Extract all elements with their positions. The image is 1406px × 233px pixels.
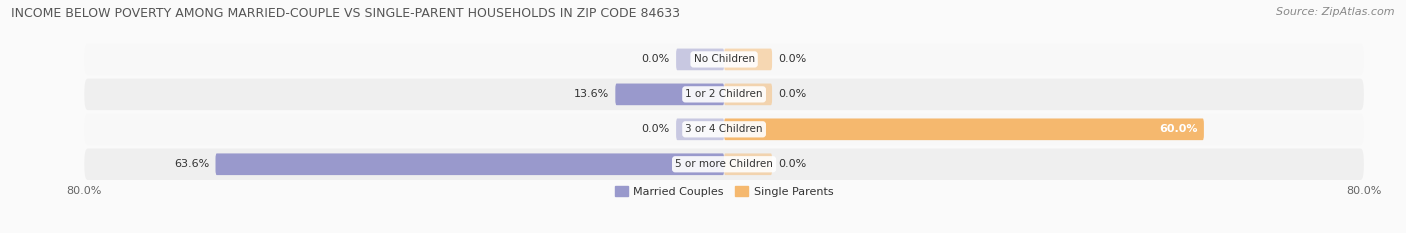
Text: 3 or 4 Children: 3 or 4 Children bbox=[685, 124, 763, 134]
Text: INCOME BELOW POVERTY AMONG MARRIED-COUPLE VS SINGLE-PARENT HOUSEHOLDS IN ZIP COD: INCOME BELOW POVERTY AMONG MARRIED-COUPL… bbox=[11, 7, 681, 20]
FancyBboxPatch shape bbox=[84, 44, 1364, 75]
FancyBboxPatch shape bbox=[676, 49, 724, 70]
Text: 63.6%: 63.6% bbox=[174, 159, 209, 169]
FancyBboxPatch shape bbox=[84, 149, 1364, 180]
Text: 0.0%: 0.0% bbox=[779, 89, 807, 99]
Text: 13.6%: 13.6% bbox=[574, 89, 609, 99]
Text: 0.0%: 0.0% bbox=[779, 159, 807, 169]
Text: 60.0%: 60.0% bbox=[1159, 124, 1198, 134]
FancyBboxPatch shape bbox=[616, 84, 724, 105]
FancyBboxPatch shape bbox=[84, 79, 1364, 110]
Text: 0.0%: 0.0% bbox=[641, 55, 669, 64]
Text: Source: ZipAtlas.com: Source: ZipAtlas.com bbox=[1277, 7, 1395, 17]
FancyBboxPatch shape bbox=[724, 154, 772, 175]
FancyBboxPatch shape bbox=[724, 118, 1204, 140]
Text: 5 or more Children: 5 or more Children bbox=[675, 159, 773, 169]
FancyBboxPatch shape bbox=[724, 84, 772, 105]
Text: No Children: No Children bbox=[693, 55, 755, 64]
Text: 0.0%: 0.0% bbox=[641, 124, 669, 134]
Legend: Married Couples, Single Parents: Married Couples, Single Parents bbox=[610, 182, 838, 201]
FancyBboxPatch shape bbox=[676, 118, 724, 140]
FancyBboxPatch shape bbox=[724, 49, 772, 70]
Text: 0.0%: 0.0% bbox=[779, 55, 807, 64]
Text: 1 or 2 Children: 1 or 2 Children bbox=[685, 89, 763, 99]
FancyBboxPatch shape bbox=[84, 114, 1364, 145]
FancyBboxPatch shape bbox=[215, 154, 724, 175]
